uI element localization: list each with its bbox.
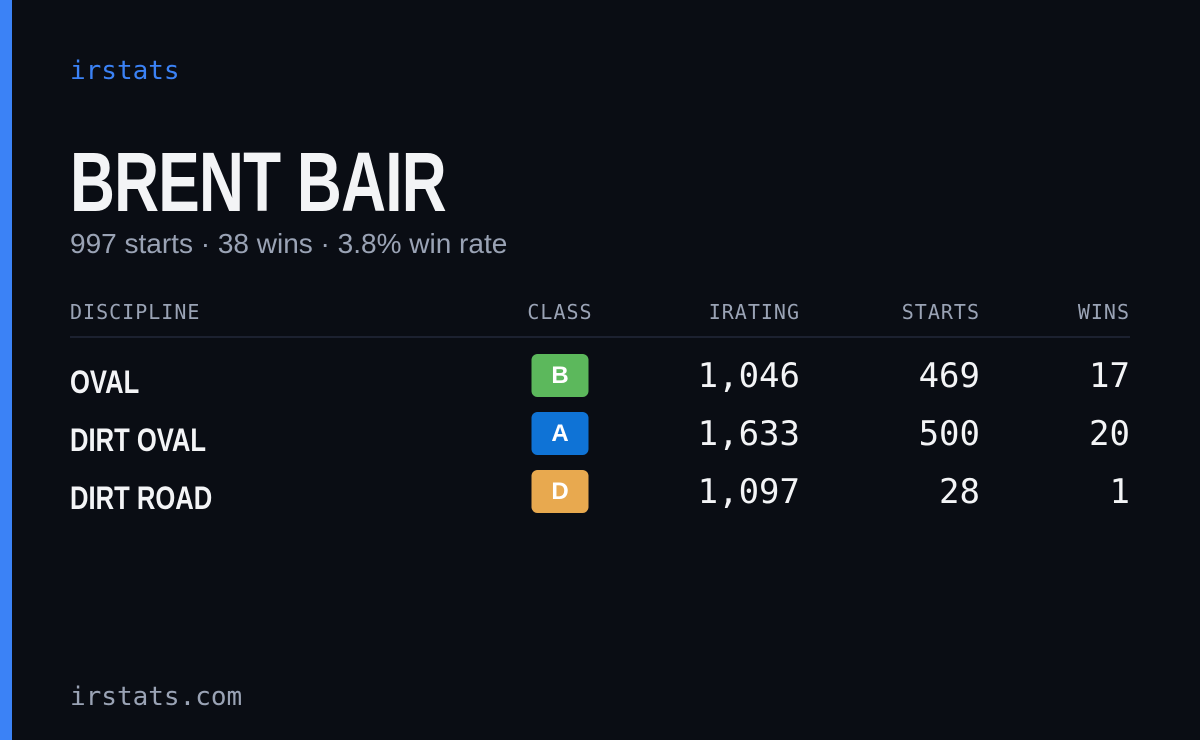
starts: 28 [939, 472, 980, 512]
wins: 1 [1109, 472, 1130, 512]
column-header: STARTS [901, 300, 980, 324]
column-header: IRATING [708, 300, 800, 324]
accent-bar [0, 0, 12, 740]
class-badge: D [531, 470, 589, 513]
column-header: WINS [1077, 300, 1130, 324]
footer: irstats.com [70, 682, 243, 712]
driver-name: BRENT BAIR [70, 135, 447, 229]
irating: 1,633 [697, 414, 800, 454]
starts: 469 [918, 356, 980, 396]
brand: irstats [70, 56, 180, 86]
discipline: OVAL [70, 364, 140, 400]
column-header: CLASS [527, 300, 593, 324]
class-badge: B [531, 354, 589, 397]
wins: 20 [1089, 414, 1130, 454]
column-header: DISCIPLINE [70, 300, 201, 324]
wins: 17 [1089, 356, 1130, 396]
driver-summary: 997 starts · 38 wins · 3.8% win rate [70, 228, 508, 259]
discipline: DIRT ROAD [70, 480, 213, 516]
class-badge: A [531, 412, 589, 455]
header-rule [70, 336, 1130, 338]
discipline: DIRT OVAL [70, 422, 207, 458]
starts: 500 [918, 414, 980, 454]
irating: 1,097 [697, 472, 800, 512]
irating: 1,046 [697, 356, 800, 396]
